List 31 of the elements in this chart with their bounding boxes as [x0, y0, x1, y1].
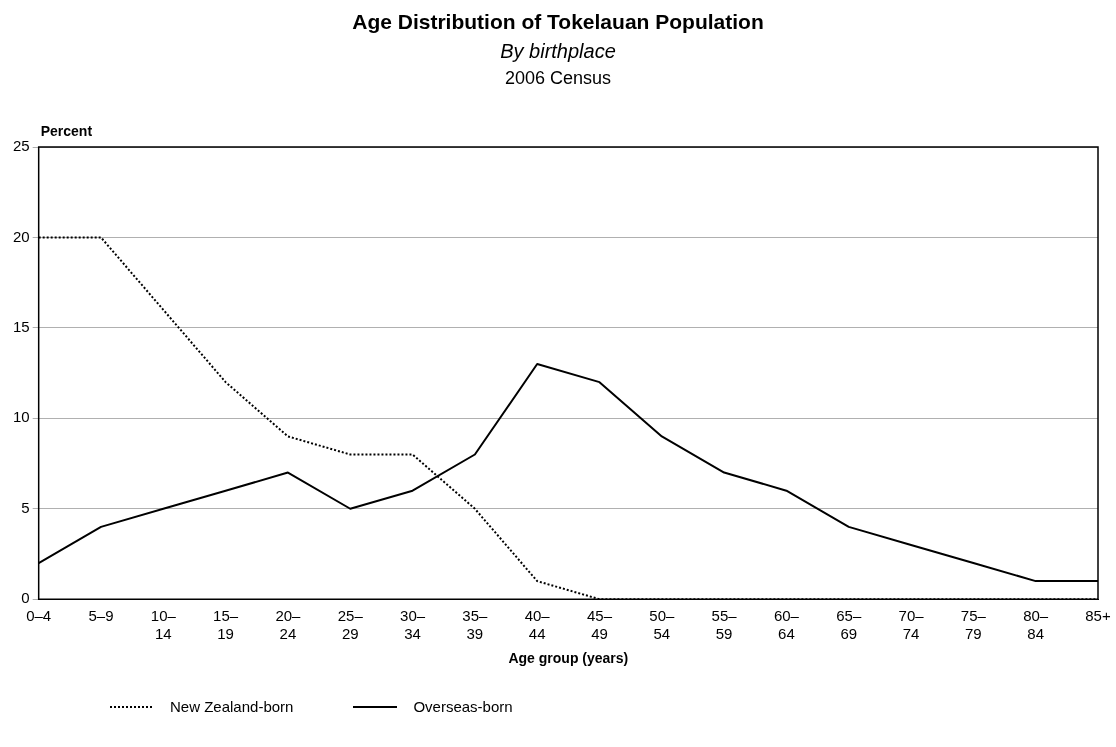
y-tick-label: 0: [21, 589, 30, 607]
x-tick-label: 80– 84: [1023, 607, 1049, 643]
x-tick-label: 20– 24: [275, 607, 302, 643]
y-axis-title: Percent: [40, 122, 93, 139]
x-tick-label: 15– 19: [213, 607, 239, 643]
x-tick-label: 10– 14: [150, 607, 177, 643]
x-tick-label: 5–9: [88, 607, 114, 625]
legend-label: Overseas-born: [413, 698, 513, 715]
x-tick-label: 85+: [1085, 607, 1111, 625]
x-tick-label: 35– 39: [462, 607, 489, 643]
x-tick-label: 60– 64: [773, 607, 800, 643]
x-tick-label: 65– 69: [836, 607, 862, 643]
legend-label: New Zealand-born: [170, 698, 294, 715]
y-tick-label: 15: [13, 318, 30, 336]
chart-title: Age Distribution of Tokelauan Population: [351, 10, 765, 34]
x-tick-label: 25– 29: [337, 607, 364, 643]
x-tick-label: 30– 34: [400, 607, 426, 643]
y-tick-label: 10: [13, 408, 30, 426]
x-tick-label: 70– 74: [898, 607, 925, 643]
x-tick-label: 75– 79: [960, 607, 987, 643]
y-tick-label: 25: [13, 137, 30, 155]
x-tick-label: 55– 59: [711, 607, 738, 643]
chart-subtitle: By birthplace: [499, 40, 617, 63]
x-tick-label: 45– 49: [586, 607, 613, 643]
y-tick-label: 20: [13, 227, 30, 245]
x-tick-label: 0–4: [26, 607, 52, 625]
x-axis-title: Age group (years): [508, 650, 629, 667]
text: 2006 Census: [503, 68, 613, 89]
x-tick-label: 40– 44: [524, 607, 551, 643]
x-tick-label: 50– 54: [649, 607, 675, 643]
y-tick-label: 5: [21, 498, 30, 516]
